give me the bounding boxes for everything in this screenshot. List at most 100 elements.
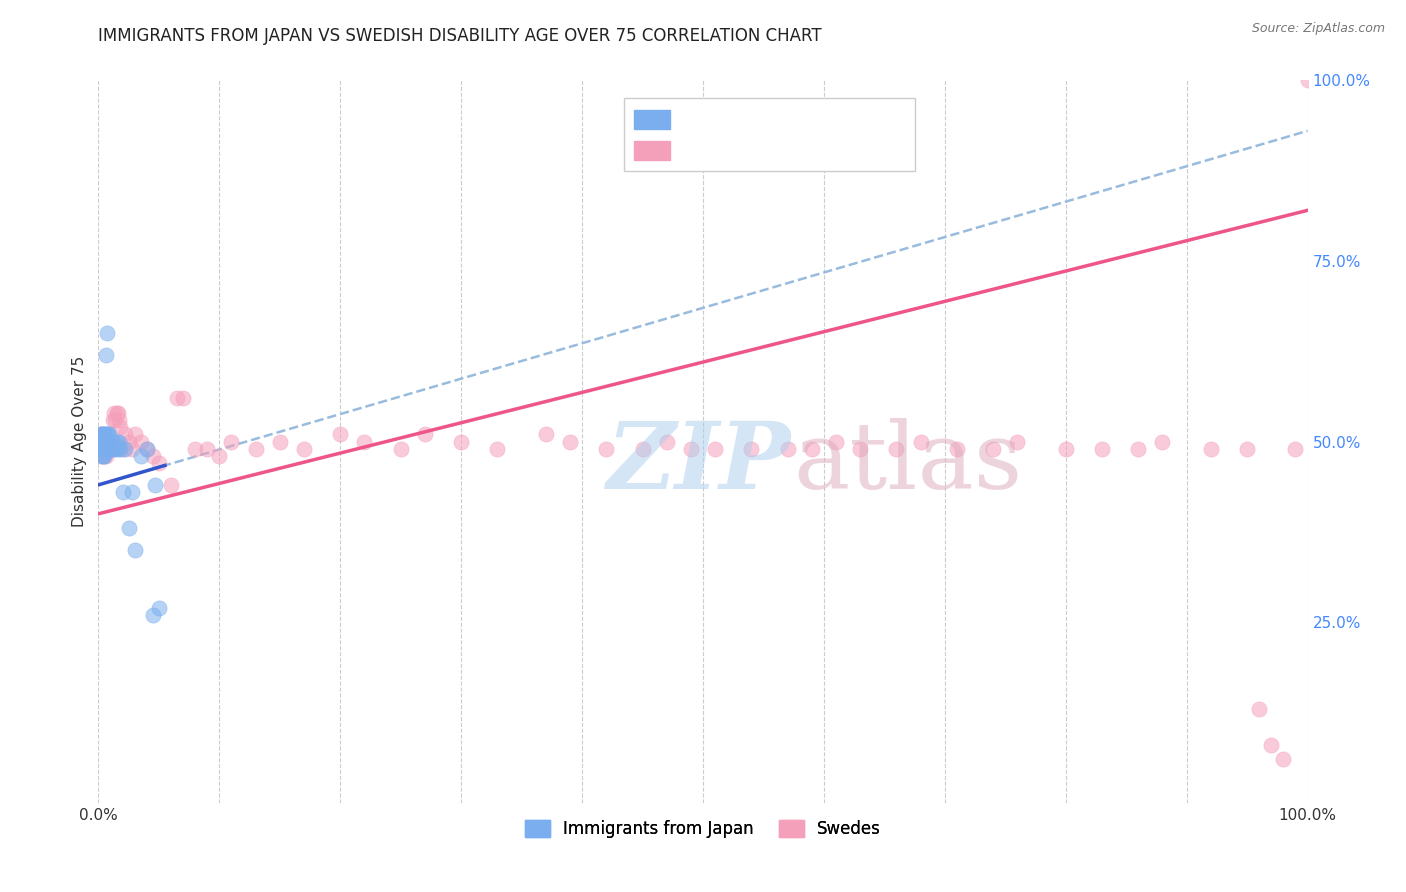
Point <box>96 442 118 456</box>
Point <box>1091 442 1114 456</box>
Point <box>107 406 129 420</box>
Point <box>93 434 115 449</box>
Point <box>91 434 114 449</box>
Point <box>100 434 122 449</box>
Bar <box>634 110 671 128</box>
Point <box>94 427 117 442</box>
Point <box>91 427 114 442</box>
Point <box>121 442 143 456</box>
Point <box>98 434 121 449</box>
Point <box>121 485 143 500</box>
Point <box>91 442 114 456</box>
Point <box>108 434 131 449</box>
Point <box>679 442 702 456</box>
Point <box>91 442 114 456</box>
Point <box>91 442 114 456</box>
Point <box>111 485 134 500</box>
Point <box>104 442 127 456</box>
Point <box>1272 752 1295 766</box>
Point <box>129 449 152 463</box>
Text: Source: ZipAtlas.com: Source: ZipAtlas.com <box>1251 22 1385 36</box>
Point <box>108 420 131 434</box>
Point <box>91 449 114 463</box>
Point <box>800 442 823 456</box>
Point <box>631 442 654 456</box>
Point <box>329 427 352 442</box>
Point <box>91 434 114 449</box>
Point <box>101 442 124 456</box>
Point <box>135 442 157 456</box>
Point <box>704 442 727 456</box>
Point <box>90 427 112 442</box>
Point <box>849 442 872 456</box>
Point <box>100 442 122 456</box>
Point <box>93 442 115 456</box>
Point <box>105 434 128 449</box>
Point <box>595 442 617 456</box>
Point <box>89 427 111 442</box>
Text: atlas: atlas <box>793 418 1024 508</box>
Point <box>97 434 120 449</box>
Point <box>100 434 122 449</box>
Point <box>886 442 908 456</box>
Point <box>740 442 762 456</box>
Point <box>148 600 170 615</box>
Point <box>172 391 194 405</box>
Point <box>142 449 165 463</box>
Point <box>98 442 121 456</box>
Point <box>96 326 118 340</box>
Point <box>93 442 115 456</box>
Point <box>111 442 134 456</box>
Point <box>534 427 557 442</box>
Point <box>124 542 146 557</box>
Point <box>148 456 170 470</box>
Point <box>103 434 125 449</box>
Point <box>981 442 1004 456</box>
Point <box>1152 434 1174 449</box>
Point <box>97 434 120 449</box>
Point <box>114 427 136 442</box>
Legend: Immigrants from Japan, Swedes: Immigrants from Japan, Swedes <box>519 814 887 845</box>
Point <box>90 442 112 456</box>
Point <box>160 478 183 492</box>
Point <box>166 391 188 405</box>
Point <box>208 449 231 463</box>
Point <box>143 478 166 492</box>
Text: R = 0.382   N = 85: R = 0.382 N = 85 <box>682 141 852 160</box>
Point <box>91 434 114 449</box>
Point <box>353 434 375 449</box>
Point <box>97 427 120 442</box>
Point <box>100 434 122 449</box>
Point <box>98 427 121 442</box>
Point <box>558 434 581 449</box>
Point <box>389 442 412 456</box>
Point <box>89 434 111 449</box>
Point <box>96 442 118 456</box>
Point <box>93 449 115 463</box>
Point <box>269 434 291 449</box>
Point <box>776 442 799 456</box>
Text: ZIP: ZIP <box>606 418 790 508</box>
Point <box>245 442 267 456</box>
Point <box>486 442 509 456</box>
Text: R = 0.295   N = 45: R = 0.295 N = 45 <box>682 111 853 128</box>
Point <box>100 442 122 456</box>
Point <box>135 442 157 456</box>
Point <box>450 434 472 449</box>
Point <box>93 434 115 449</box>
Point <box>91 427 114 442</box>
Point <box>91 427 114 442</box>
Point <box>910 434 932 449</box>
Point <box>107 442 129 456</box>
Bar <box>634 141 671 160</box>
Point <box>184 442 207 456</box>
Point <box>142 607 165 622</box>
Point <box>195 442 218 456</box>
Point <box>90 434 112 449</box>
Point <box>103 406 125 420</box>
Point <box>105 406 128 420</box>
Point <box>98 442 121 456</box>
Point <box>114 442 136 456</box>
Point <box>1284 442 1306 456</box>
Point <box>97 442 120 456</box>
